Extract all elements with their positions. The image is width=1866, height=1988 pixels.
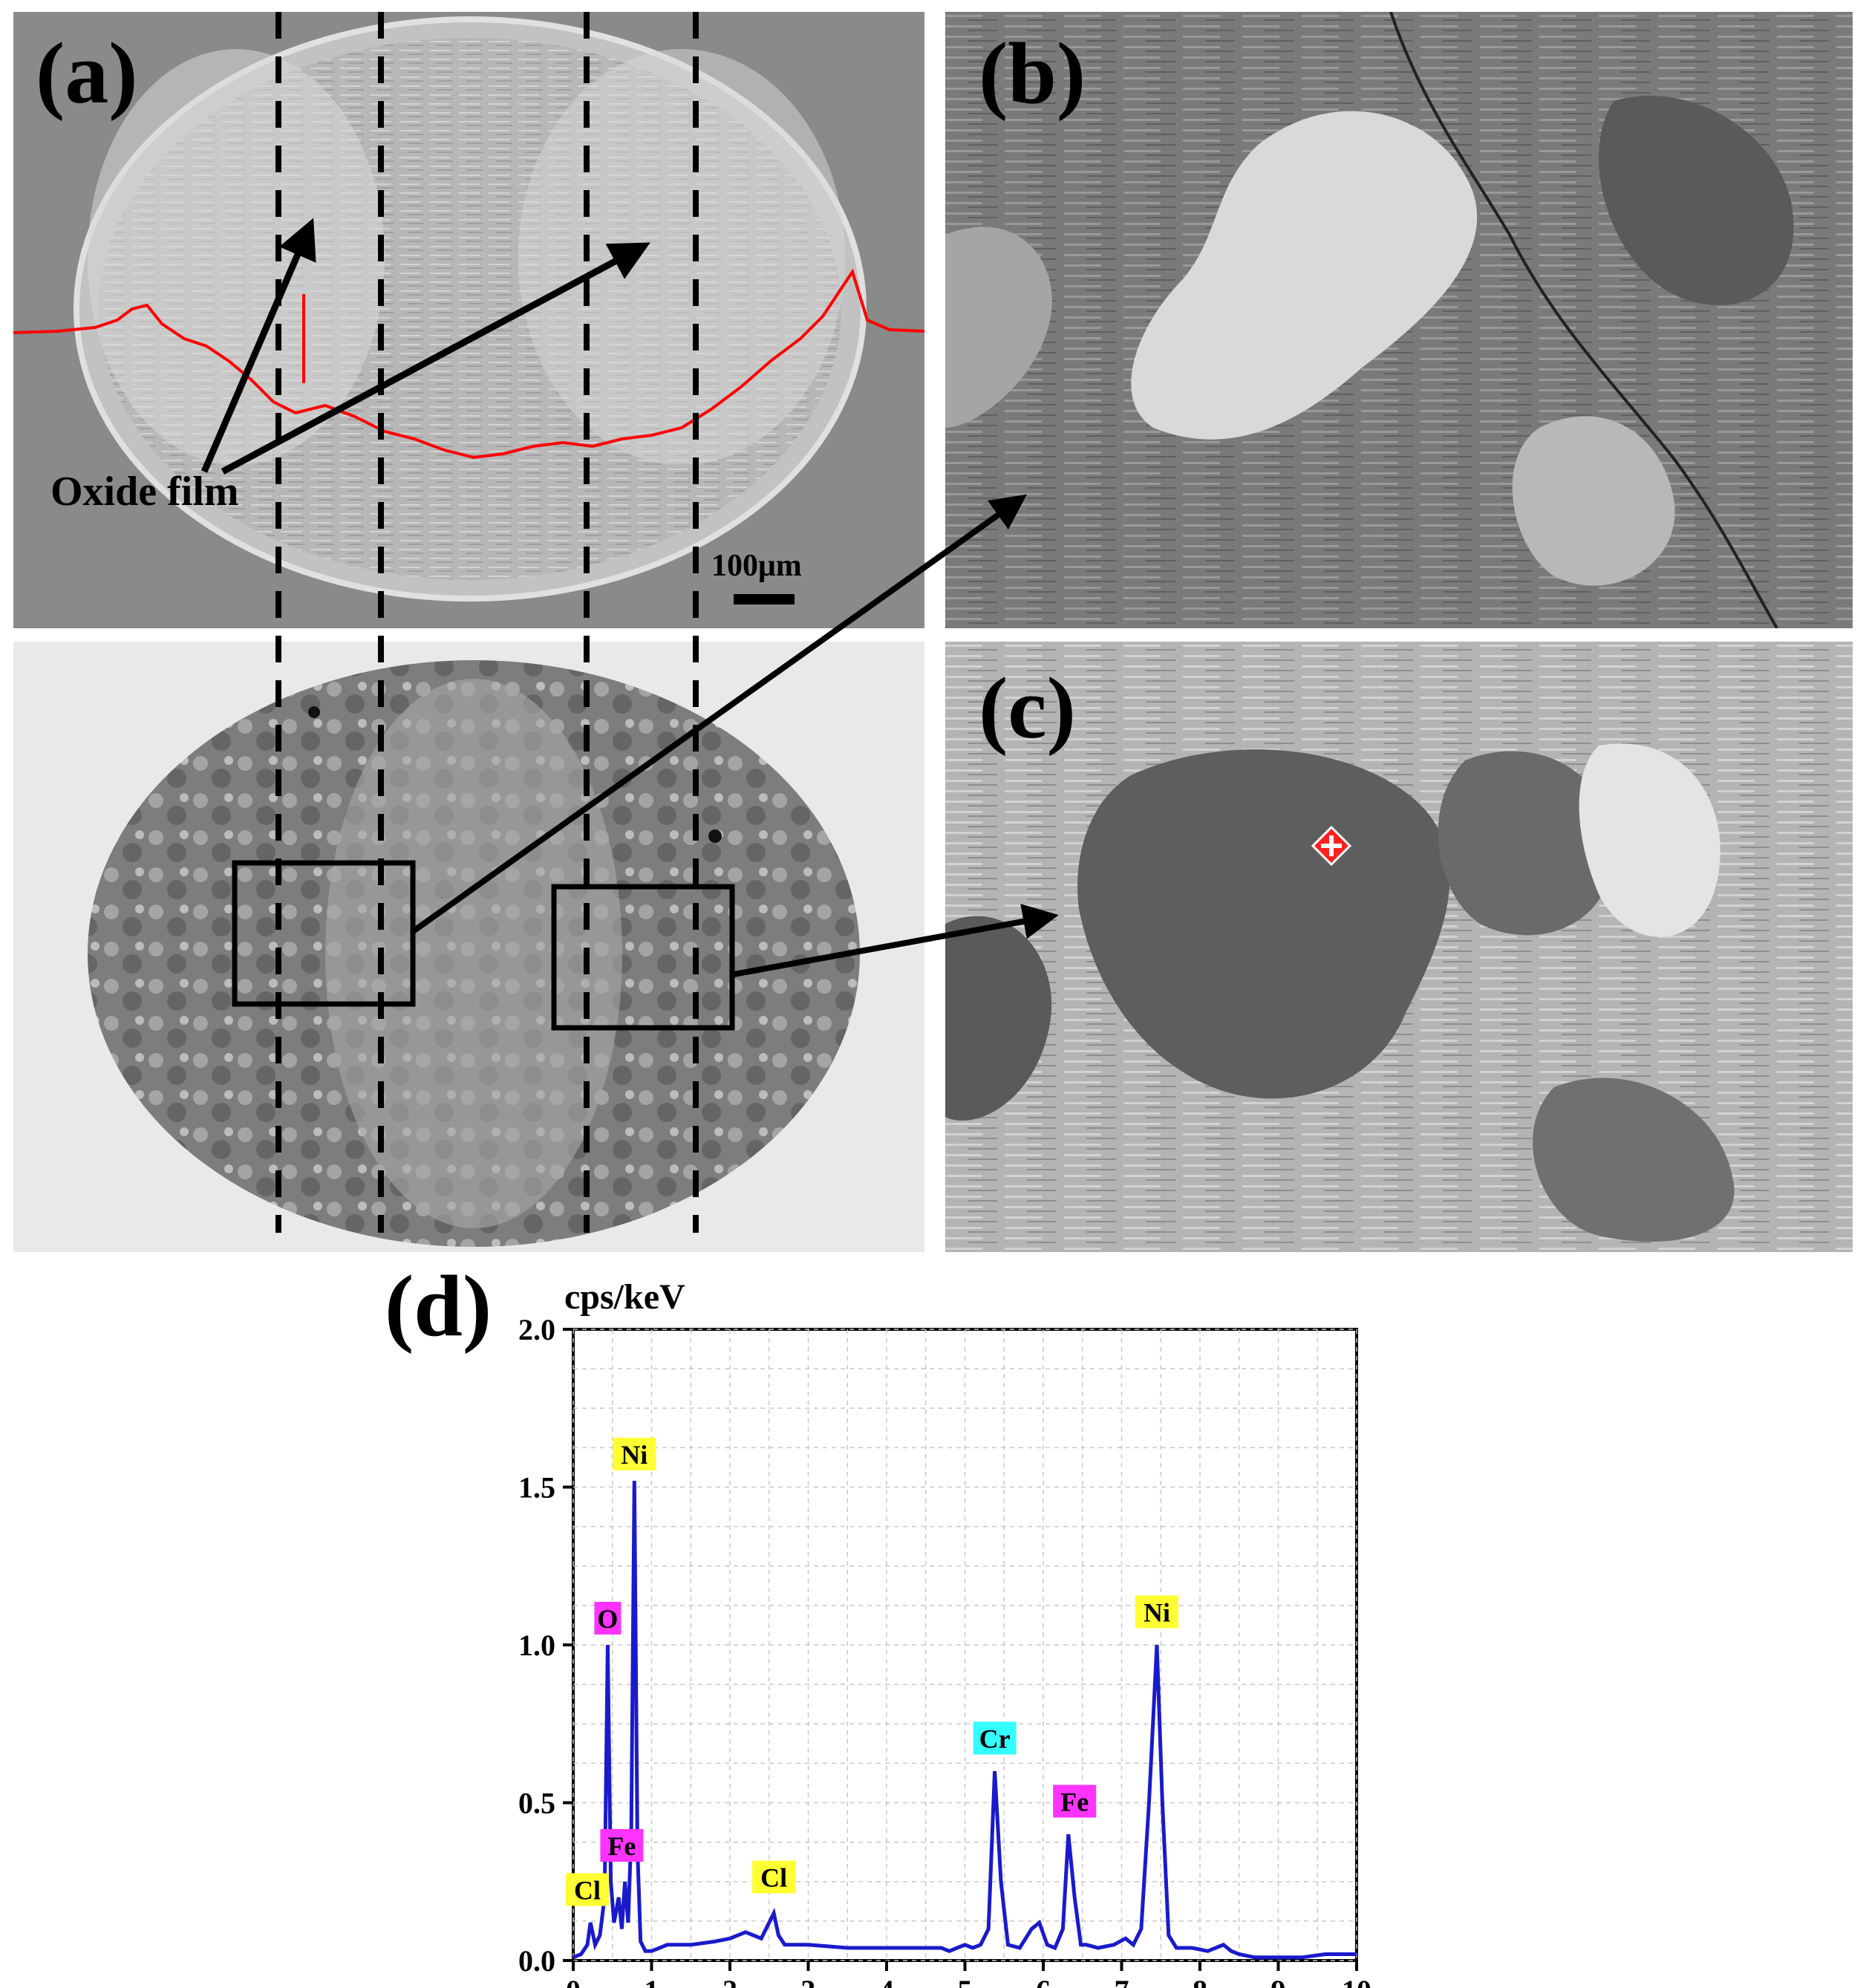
peak-label: Cl — [565, 1873, 609, 1906]
x-tick-label: 1 — [645, 1974, 659, 1988]
x-tick-label: 7 — [1115, 1974, 1129, 1988]
peak-label: Ni — [613, 1438, 656, 1470]
panel-b-image — [945, 12, 1853, 628]
peak-label-background — [752, 1860, 796, 1894]
panel-c-micrograph — [945, 642, 1853, 1252]
y-tick-label: 1.0 — [518, 1629, 555, 1662]
peak-label-background — [594, 1602, 622, 1635]
peak-label-background — [600, 1829, 644, 1862]
panel-c-image — [945, 642, 1853, 1252]
peak-label-text: Fe — [1060, 1787, 1089, 1817]
y-axis-label: cps/keV — [564, 1277, 685, 1317]
y-tick-label: 0.0 — [518, 1944, 555, 1978]
peak-label-text: Cl — [760, 1863, 787, 1893]
x-tick-label: 10 — [1342, 1974, 1371, 1988]
peak-label: Fe — [600, 1829, 644, 1862]
peak-label: Cr — [973, 1721, 1017, 1755]
peak-label-text: O — [597, 1604, 618, 1634]
peak-label-background — [973, 1721, 1017, 1755]
peak-label: O — [594, 1602, 622, 1635]
peak-label-text: Ni — [1144, 1598, 1170, 1628]
spot-marker-icon — [1311, 825, 1352, 867]
panel-b-label: (b) — [979, 25, 1086, 122]
y-tick-label: 2.0 — [518, 1313, 555, 1346]
x-tick-label: 3 — [801, 1974, 816, 1988]
peak-label-text: Fe — [607, 1831, 636, 1861]
x-tick-label: 9 — [1271, 1974, 1286, 1988]
panel-c-label: (c) — [979, 659, 1076, 757]
peak-label-text: Cl — [574, 1876, 601, 1906]
peak-label-text: Ni — [621, 1440, 647, 1470]
peak-label-text: Cr — [979, 1724, 1011, 1754]
peak-label-background — [565, 1873, 609, 1906]
y-tick-label: 0.5 — [518, 1787, 555, 1820]
scale-bar-label: 100μm — [711, 549, 802, 583]
axis-ticks: 0 1 2 3 4 5 6 7 8 9 10 0.0 0.5 1.0 1.5 2.0 — [518, 1313, 1371, 1988]
peak-label: Ni — [1135, 1595, 1178, 1629]
panel-b-micrograph — [945, 12, 1853, 628]
x-tick-label: 6 — [1036, 1974, 1051, 1988]
peak-label-background — [1053, 1785, 1097, 1818]
x-tick-label: 5 — [958, 1974, 973, 1988]
oxide-film-label: Oxide film — [50, 469, 239, 515]
spectrum-line — [572, 1480, 1357, 1960]
x-tick-label: 4 — [879, 1974, 894, 1988]
y-tick-label: 1.5 — [518, 1471, 555, 1505]
peak-label-background — [613, 1438, 656, 1470]
x-tick-label: 8 — [1193, 1974, 1207, 1988]
peak-label: Cl — [752, 1860, 796, 1894]
x-tick-label: 2 — [722, 1974, 737, 1988]
peak-label: Fe — [1053, 1785, 1097, 1818]
x-tick-label: 0 — [566, 1974, 581, 1988]
peak-label-background — [1135, 1595, 1178, 1629]
panel-d-label: (d) — [385, 1257, 492, 1355]
panel-a-label: (a) — [36, 25, 138, 122]
